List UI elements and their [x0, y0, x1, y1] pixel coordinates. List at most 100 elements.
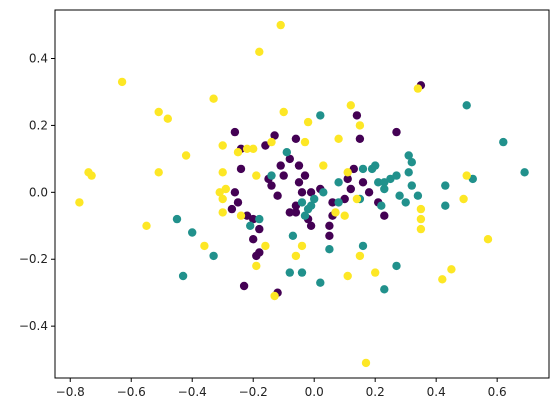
data-point: [291, 251, 301, 261]
data-point: [416, 224, 426, 234]
data-point: [221, 184, 230, 194]
data-point: [316, 111, 325, 120]
data-point: [297, 188, 307, 197]
data-point: [242, 144, 252, 153]
data-point: [154, 168, 163, 177]
data-point: [249, 144, 258, 153]
data-point: [392, 171, 401, 180]
data-point: [267, 137, 276, 147]
data-point: [218, 168, 227, 177]
y-tick-label: 0.4: [29, 52, 48, 66]
data-point: [340, 194, 349, 204]
data-point: [343, 174, 352, 184]
data-point: [462, 101, 471, 110]
data-point: [270, 131, 279, 140]
data-point: [276, 161, 285, 170]
data-point: [291, 208, 301, 217]
data-point: [279, 107, 288, 117]
data-point: [343, 168, 352, 177]
data-point: [407, 158, 416, 167]
data-point: [270, 291, 279, 301]
data-point: [218, 194, 227, 204]
data-point: [282, 148, 291, 157]
data-point: [416, 214, 426, 224]
data-point: [172, 214, 182, 224]
x-axis: −0.8 −0.6 −0.4 −0.2 0.0 0.2 0.4 0.6: [56, 378, 507, 399]
data-point: [499, 137, 508, 147]
x-tick-label: 0.2: [366, 385, 385, 399]
data-point: [380, 211, 389, 220]
data-point: [252, 251, 261, 261]
data-point: [276, 20, 285, 30]
data-point: [294, 178, 304, 187]
data-point: [261, 241, 270, 251]
data-point: [285, 208, 294, 217]
data-point: [319, 188, 328, 197]
y-tick-label: 0.2: [29, 118, 48, 132]
data-point: [462, 171, 471, 180]
data-point: [279, 171, 288, 180]
data-point: [285, 268, 294, 277]
data-point: [361, 358, 371, 368]
data-point: [413, 84, 423, 93]
series-2: [75, 20, 493, 368]
data-point: [227, 204, 237, 214]
data-point: [252, 171, 261, 180]
x-tick-label: −0.2: [239, 385, 268, 399]
y-tick-label: −0.4: [19, 319, 48, 333]
data-point: [75, 198, 84, 207]
data-point: [285, 154, 294, 164]
data-point: [236, 164, 246, 174]
data-point: [242, 211, 252, 220]
data-point: [249, 235, 258, 244]
data-point: [300, 171, 310, 180]
data-point: [346, 184, 355, 194]
data-point: [346, 101, 355, 110]
data-point: [447, 265, 456, 274]
data-point: [233, 198, 243, 207]
x-tick-label: −0.4: [178, 385, 207, 399]
data-point: [334, 134, 343, 143]
data-point: [178, 271, 188, 281]
data-point: [288, 231, 298, 240]
data-point: [188, 228, 197, 237]
data-point: [236, 211, 246, 220]
data-point: [209, 251, 218, 261]
data-point: [249, 214, 258, 224]
series-0: [227, 81, 426, 297]
data-point: [273, 191, 282, 200]
series-1: [172, 101, 529, 294]
data-point: [209, 94, 218, 103]
data-point: [413, 191, 423, 200]
data-point: [325, 221, 334, 230]
data-point: [325, 245, 334, 254]
data-point: [416, 204, 426, 214]
y-tick-label: 0.0: [29, 185, 48, 199]
data-point: [371, 268, 380, 277]
data-point: [306, 188, 316, 197]
data-point: [255, 214, 264, 224]
x-tick-label: 0.6: [488, 385, 507, 399]
data-point: [142, 221, 151, 230]
data-point: [255, 224, 264, 234]
x-tick-label: −0.6: [117, 385, 146, 399]
data-point: [483, 235, 493, 244]
data-point: [459, 194, 468, 204]
data-point: [297, 198, 307, 207]
data-point: [334, 178, 343, 187]
data-point: [230, 127, 240, 137]
data-point: [267, 171, 276, 180]
data-point: [297, 268, 307, 277]
data-point: [294, 161, 304, 170]
data-point: [181, 151, 191, 160]
data-point: [300, 137, 310, 147]
data-point: [246, 221, 255, 230]
plot-frame: [54, 9, 550, 379]
data-point: [520, 168, 529, 177]
data-point: [404, 168, 413, 177]
data-point: [84, 168, 93, 177]
data-point: [230, 188, 240, 197]
data-point: [325, 231, 334, 240]
y-axis: −0.4 −0.2 0.0 0.2 0.4: [19, 52, 55, 333]
